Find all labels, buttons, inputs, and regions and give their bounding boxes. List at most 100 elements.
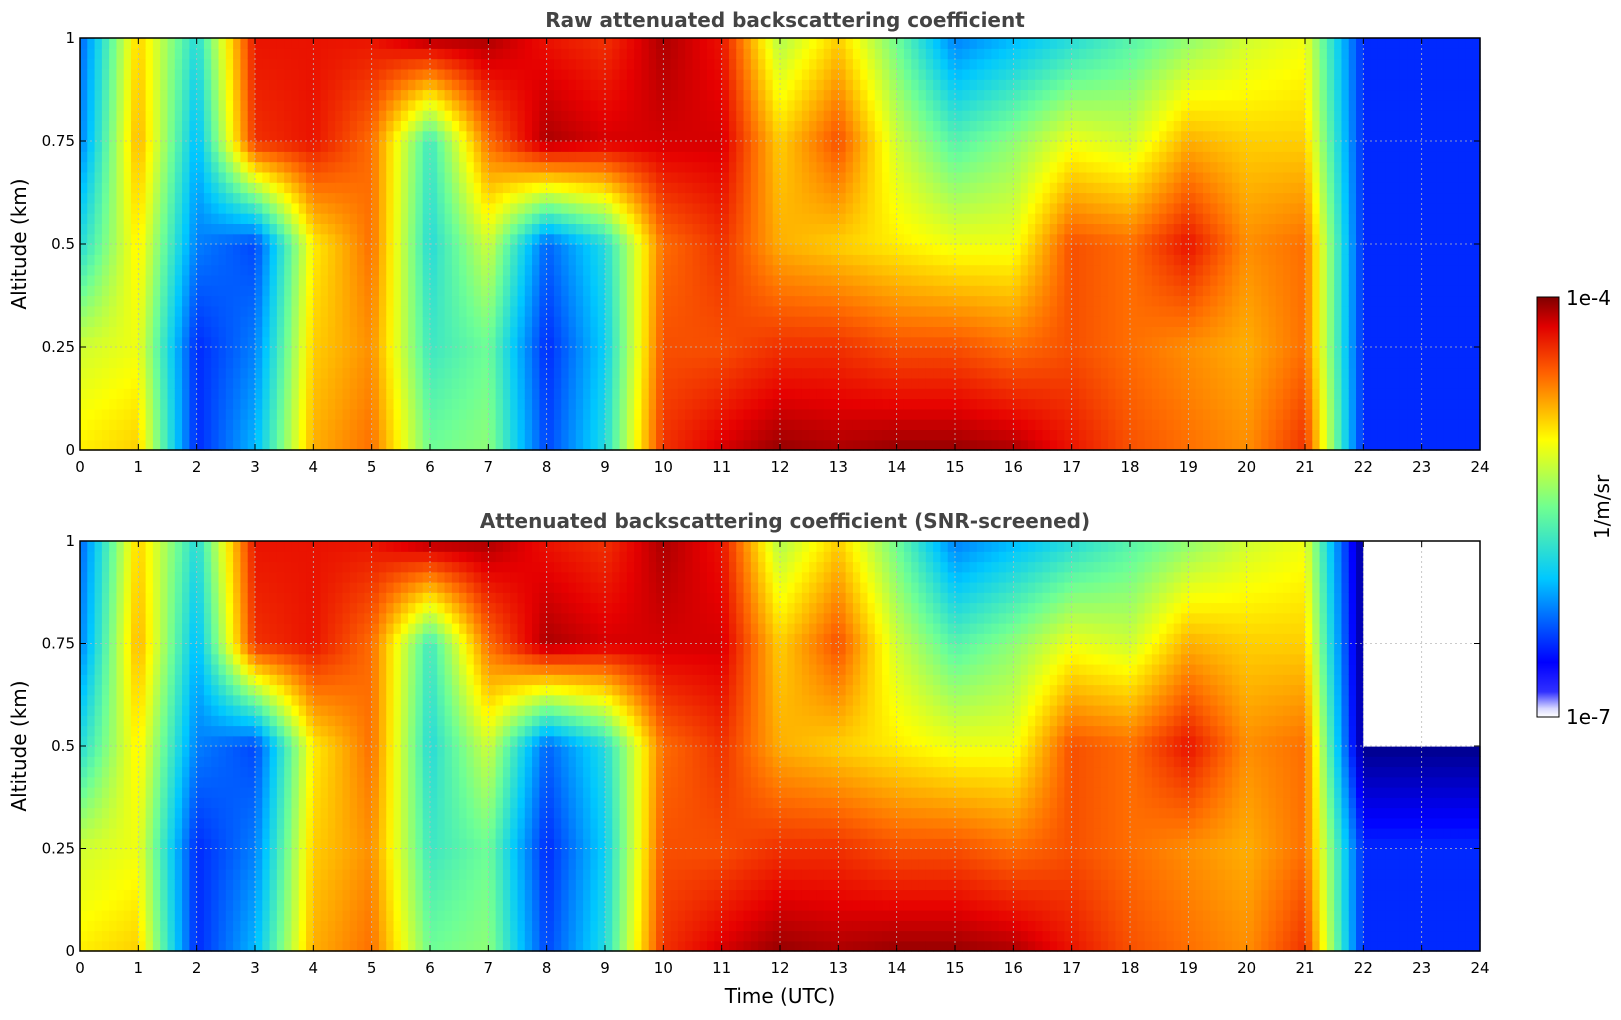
heat-cell [240,377,249,389]
heat-cell [167,305,176,317]
heat-cell [524,429,533,441]
heat-cell [1100,336,1109,348]
heat-cell [925,316,934,327]
heat-cell [1414,388,1423,400]
heat-cell [882,182,890,194]
heat-cell [947,419,956,430]
heat-cell [473,161,482,173]
heat-cell [1392,244,1401,255]
heat-cell [174,336,183,348]
heat-cell [313,141,322,152]
heat-cell [459,336,468,348]
heat-cell [1232,419,1240,430]
heat-cell [313,316,322,327]
heat-cell [816,233,825,245]
heat-cell [145,336,154,348]
heat-cell [298,244,307,255]
heat-cell [1421,336,1430,348]
heat-cell [1363,316,1372,327]
heat-cell [378,192,387,204]
heat-cell [320,285,329,297]
heat-cell [298,326,307,338]
heat-cell [605,141,613,152]
heat-cell [1239,347,1248,358]
heat-cell [780,377,788,389]
heat-cell [109,295,118,307]
heat-cell [743,254,752,266]
heat-cell [1006,305,1014,317]
heat-cell [1108,408,1117,420]
heat-cell [284,357,293,369]
heat-cell [823,192,832,204]
heat-cell [860,141,869,152]
heat-cell [758,408,767,420]
heat-cell [626,202,635,214]
heat-cell [911,316,920,327]
heat-cell [510,161,519,173]
heat-cell [619,419,628,430]
heat-cell [364,213,373,224]
heat-cell [145,151,154,163]
heat-cell [1195,274,1204,286]
heat-cell [962,305,971,317]
heat-cell [641,151,650,163]
heat-cell [816,439,825,451]
heat-cell [823,439,832,451]
heat-cell [911,274,920,286]
heat-cell [670,367,679,379]
heat-cell [728,182,737,194]
heat-cell [225,161,234,173]
heat-cell [677,357,686,369]
heat-cell [1305,285,1313,297]
heat-cell [1202,388,1211,400]
heat-cell [182,202,190,214]
heat-cell [269,377,278,389]
heat-cell [1334,398,1343,410]
heat-cell [692,244,701,255]
heat-cell [1195,377,1204,389]
heat-cell [1239,254,1248,266]
heat-cell [1472,439,1481,451]
heat-cell [378,141,387,152]
heat-cell [182,171,190,183]
heat-cell [670,377,679,389]
heat-cell [1407,316,1415,327]
heat-cell [167,316,176,327]
heat-cell [896,439,905,451]
heat-cell [1108,254,1117,266]
heat-cell [1428,398,1437,410]
heat-cell [889,202,898,214]
heat-cell [386,408,395,420]
heat-cell [670,141,679,152]
heat-cell [1377,398,1386,410]
heat-cell [597,192,606,204]
heat-cell [794,377,803,389]
heat-cell [182,305,190,317]
heat-cell [1443,367,1452,379]
heat-cell [867,171,876,183]
heat-cell [801,398,810,410]
heat-cell [969,316,978,327]
heat-cell [240,192,249,204]
heat-cell [138,244,147,255]
heat-cell [1407,305,1415,317]
heat-cell [182,192,190,204]
heat-cell [692,264,701,276]
heat-cell [991,274,1000,286]
heat-cell [495,274,504,286]
heat-cell [626,213,635,224]
heat-cell [174,151,183,163]
heat-cell [561,388,570,400]
heat-cell [1450,388,1459,400]
heat-cell [575,202,584,214]
heat-cell [1049,347,1058,358]
heat-cell [298,305,307,317]
heat-cell [1472,367,1481,379]
heat-cell [481,244,489,255]
heat-cell [430,151,438,163]
heat-cell [233,439,242,451]
heat-cell [583,233,592,245]
heat-cell [561,192,570,204]
heat-cell [1086,305,1095,317]
heat-cell [1363,336,1372,348]
